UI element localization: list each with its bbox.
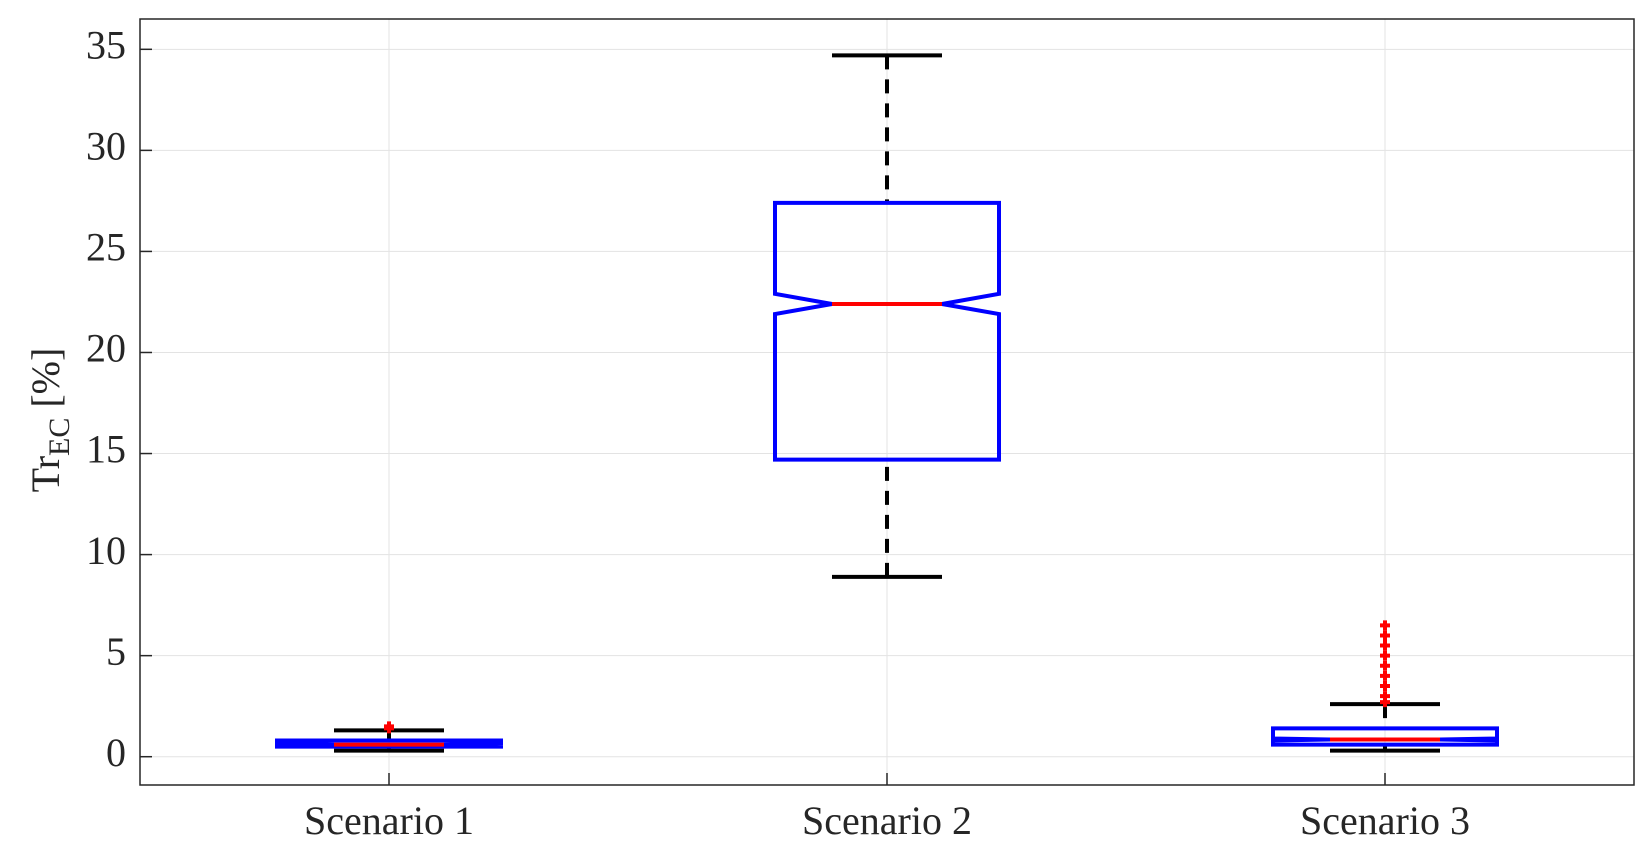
outlier [1380, 670, 1390, 681]
y-label-unit: [%] [23, 348, 68, 408]
plot-frame [139, 18, 1635, 786]
y-label-sub: EC [43, 418, 76, 456]
y-label-main: Tr [23, 456, 68, 492]
x-tick-label: Scenario 3 [1300, 798, 1470, 843]
y-tick-label: 35 [86, 22, 126, 67]
y-tick-label: 15 [86, 427, 126, 472]
outlier [1380, 640, 1390, 651]
outlier [1380, 660, 1390, 671]
y-tick-label: 25 [86, 225, 126, 270]
box [1271, 726, 1499, 747]
x-tick-label: Scenario 2 [802, 798, 972, 843]
outlier [1380, 680, 1390, 691]
box [275, 738, 503, 749]
outlier [1380, 620, 1390, 631]
x-tick-label: Scenario 1 [304, 798, 474, 843]
outlier [384, 721, 394, 732]
outlier [1380, 691, 1390, 702]
box [773, 200, 1001, 462]
y-tick-label: 10 [86, 528, 126, 573]
outlier [1380, 650, 1390, 661]
y-tick-label: 0 [106, 730, 126, 775]
y-tick-label: 5 [106, 629, 126, 674]
outlier [1380, 630, 1390, 641]
y-tick-label: 30 [86, 124, 126, 169]
y-tick-label: 20 [86, 326, 126, 371]
y-axis-label: TrEC [%] [23, 348, 76, 493]
